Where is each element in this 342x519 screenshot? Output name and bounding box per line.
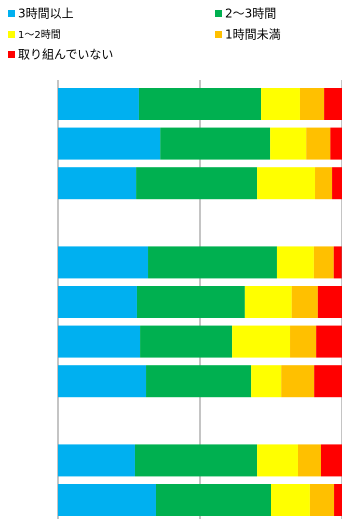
bar-segment bbox=[314, 365, 342, 398]
bar-segment bbox=[306, 127, 331, 160]
bar-segment bbox=[58, 444, 135, 477]
legend-label: 3時間以上 bbox=[18, 7, 74, 21]
bar-segment bbox=[316, 325, 342, 358]
bar-segment bbox=[313, 246, 334, 279]
bar-segment bbox=[281, 365, 315, 398]
bar-segment bbox=[138, 88, 262, 120]
bar-segment bbox=[58, 365, 147, 398]
bar-segment bbox=[148, 246, 277, 279]
bar-segment bbox=[276, 246, 314, 279]
bar-segment bbox=[297, 444, 321, 477]
bar-segment bbox=[134, 444, 258, 477]
legend-swatch bbox=[215, 10, 222, 17]
bar-segment bbox=[136, 286, 245, 318]
bar-segment bbox=[140, 325, 233, 358]
bar-segment bbox=[58, 127, 161, 160]
bar-segment bbox=[58, 286, 137, 318]
bar-segment bbox=[136, 167, 258, 200]
legend-label: 1～2時間 bbox=[18, 29, 61, 41]
bar-segment bbox=[299, 88, 325, 120]
legend-label: 1時間未満 bbox=[225, 28, 281, 42]
bar-segment bbox=[324, 88, 342, 120]
bar-segment bbox=[251, 365, 282, 398]
bar-segment bbox=[155, 484, 271, 516]
legend-label: 取り組んでいない bbox=[18, 48, 113, 62]
bar-segment bbox=[315, 167, 333, 200]
bar-segment bbox=[244, 286, 292, 318]
legend-swatch bbox=[215, 31, 222, 38]
legend-swatch bbox=[8, 10, 15, 17]
bar-segment bbox=[232, 325, 291, 358]
bar-segment bbox=[271, 484, 310, 516]
bar-segment bbox=[146, 365, 252, 398]
legend-swatch bbox=[8, 51, 15, 58]
bar-segment bbox=[257, 167, 316, 200]
bar-segment bbox=[58, 484, 156, 516]
bar-segment bbox=[291, 286, 318, 318]
bar-segment bbox=[58, 325, 141, 358]
bar-segment bbox=[58, 167, 137, 200]
bar-segment bbox=[317, 286, 342, 318]
bar-segment bbox=[320, 444, 342, 477]
bar-segment bbox=[270, 127, 307, 160]
bar-segment bbox=[261, 88, 300, 120]
bar-segment bbox=[333, 246, 342, 279]
legend-label: 2～3時間 bbox=[225, 7, 276, 21]
bar-segment bbox=[58, 88, 139, 120]
bar-segment bbox=[257, 444, 298, 477]
bar-segment bbox=[334, 484, 342, 516]
bar-segment bbox=[58, 246, 149, 279]
bar-segment bbox=[160, 127, 271, 160]
bar-segment bbox=[330, 127, 342, 160]
legend-swatch bbox=[8, 31, 15, 38]
bar-segment bbox=[332, 167, 342, 200]
bar-segment bbox=[309, 484, 335, 516]
bar-segment bbox=[290, 325, 317, 358]
